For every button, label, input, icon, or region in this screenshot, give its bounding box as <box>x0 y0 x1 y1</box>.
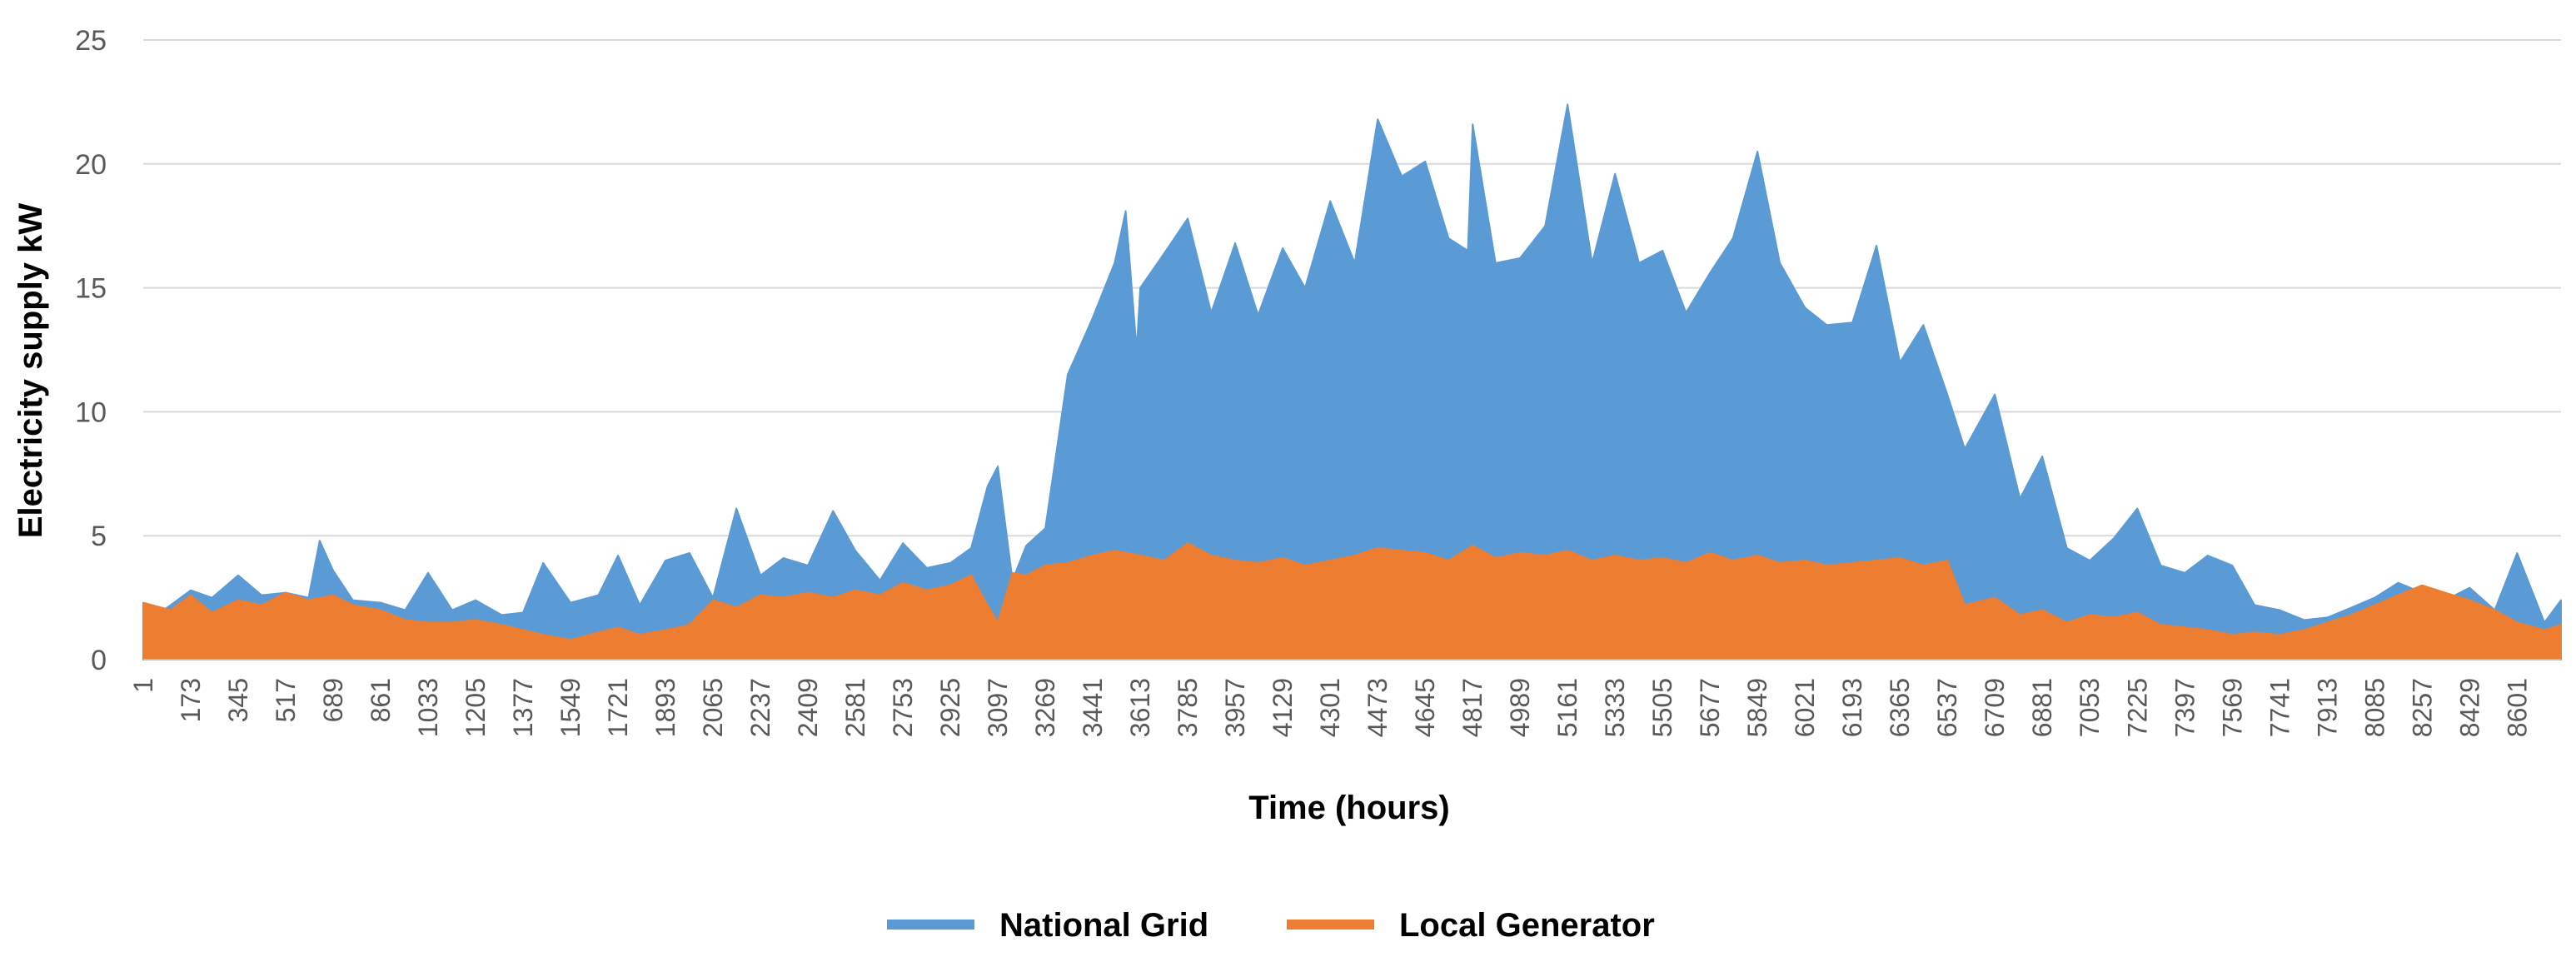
x-tick-label: 517 <box>271 678 301 722</box>
x-tick-label: 6709 <box>1980 678 2010 737</box>
x-tick-label: 1205 <box>461 678 491 737</box>
x-tick-label: 1721 <box>603 678 633 737</box>
y-tick-label: 15 <box>75 273 107 305</box>
x-tick-label: 8257 <box>2407 678 2437 737</box>
x-tick-label: 2581 <box>840 678 870 737</box>
x-tick-label: 5677 <box>1695 678 1725 737</box>
legend-label-national-grid: National Grid <box>999 907 1208 944</box>
series-area-national-grid <box>142 103 2562 660</box>
x-tick-label: 7913 <box>2312 678 2342 737</box>
x-tick-label: 6193 <box>1837 678 1867 737</box>
x-tick-label: 4473 <box>1363 678 1393 737</box>
x-tick-label: 7397 <box>2170 678 2200 737</box>
x-tick-label: 5333 <box>1600 678 1630 737</box>
y-tick-label: 10 <box>75 396 107 428</box>
x-tick-label: 2753 <box>888 678 918 737</box>
x-tick-label: 8601 <box>2502 678 2532 737</box>
x-tick-label: 2065 <box>698 678 728 737</box>
x-tick-label: 4645 <box>1410 678 1440 737</box>
y-tick-label: 0 <box>91 645 107 676</box>
x-tick-label: 4301 <box>1315 678 1345 737</box>
y-tick-label: 25 <box>75 25 107 57</box>
x-tick-label: 3441 <box>1078 678 1108 737</box>
x-tick-label: 6021 <box>1790 678 1820 737</box>
y-tick-label: 20 <box>75 149 107 181</box>
x-tick-label: 1549 <box>556 678 585 737</box>
x-tick-label: 1033 <box>413 678 443 737</box>
x-tick-label: 689 <box>318 678 348 722</box>
y-axis-title: Electricity supply kW <box>12 203 49 539</box>
y-tick-label: 5 <box>91 521 107 552</box>
x-tick-label: 345 <box>223 678 253 722</box>
x-tick-label: 5161 <box>1552 678 1582 737</box>
x-tick-label: 861 <box>366 678 396 722</box>
x-tick-label: 1 <box>128 678 158 693</box>
x-tick-label: 7741 <box>2265 678 2294 737</box>
legend-label-local-generator: Local Generator <box>1399 907 1655 944</box>
x-tick-label: 173 <box>176 678 206 722</box>
x-tick-label: 3269 <box>1030 678 1060 737</box>
x-tick-label: 3785 <box>1173 678 1203 737</box>
x-tick-label: 2925 <box>935 678 965 737</box>
x-tick-label: 2409 <box>793 678 823 737</box>
x-tick-label: 3613 <box>1125 678 1155 737</box>
x-tick-label: 3957 <box>1220 678 1250 737</box>
x-tick-label: 6537 <box>1932 678 1962 737</box>
x-tick-label: 2237 <box>745 678 775 737</box>
x-tick-label: 6881 <box>2027 678 2057 737</box>
x-tick-label: 8429 <box>2454 678 2484 737</box>
x-axis: 1 173 345 517 689 861 1033 1205 1377 1549 1721 1893… <box>128 659 2561 737</box>
series-layer <box>142 103 2562 660</box>
x-tick-label: 7053 <box>2075 678 2105 737</box>
legend: National Grid Local Generator <box>887 907 1655 944</box>
x-tick-label: 4989 <box>1505 678 1535 737</box>
x-tick-label: 5849 <box>1742 678 1772 737</box>
x-tick-label: 5505 <box>1647 678 1677 737</box>
x-axis-title: Time (hours) <box>1248 790 1450 826</box>
x-tick-label: 4817 <box>1457 678 1487 737</box>
y-axis: 0 5 10 15 20 25 <box>75 25 107 676</box>
x-tick-label: 3097 <box>983 678 1013 737</box>
series-area-local-generator <box>142 542 2562 660</box>
x-tick-label: 7569 <box>2217 678 2247 737</box>
x-tick-label: 1893 <box>650 678 680 737</box>
x-tick-label: 8085 <box>2359 678 2389 737</box>
x-tick-label: 4129 <box>1268 678 1298 737</box>
x-tick-label: 1377 <box>508 678 538 737</box>
x-tick-label: 7225 <box>2122 678 2152 737</box>
x-tick-label: 6365 <box>1885 678 1915 737</box>
